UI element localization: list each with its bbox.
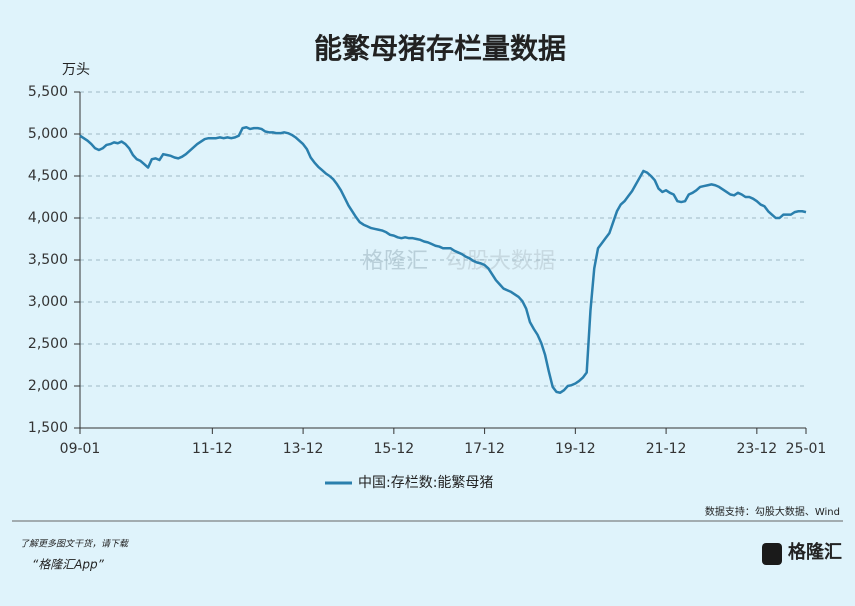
y-tick-label: 5,000 [28,126,68,142]
legend-label: 中国:存栏数:能繁母猪 [358,475,493,491]
x-tick-label: 17-12 [464,441,505,457]
footer-app: “格隆汇App” [32,558,105,572]
x-tick-label: 21-12 [646,441,687,457]
y-tick-label: 4,500 [28,168,68,184]
x-tick-label: 13-12 [283,441,324,457]
watermark: 勾股大数据 [445,249,555,274]
y-unit: 万头 [62,62,90,78]
y-tick-label: 2,000 [28,378,68,394]
y-tick-label: 4,000 [28,210,68,226]
x-tick-label: 23-12 [737,441,778,457]
x-tick-label: 25-01 [786,441,827,457]
logo: 格隆汇 [788,541,842,563]
y-tick-label: 5,500 [28,84,68,100]
chart-title: 能繁母猪存栏量数据 [314,32,566,65]
watermark: 格隆汇 [362,249,428,274]
data-line [79,126,807,394]
y-tick-label: 3,500 [28,252,68,268]
y-tick-label: 2,500 [28,336,68,352]
x-tick-label: 09-01 [60,441,101,457]
x-tick-label: 11-12 [192,441,233,457]
footer-text: 了解更多图文干货，请下载 [20,539,129,550]
x-tick-label: 15-12 [374,441,415,457]
source: 数据支持：勾股大数据、Wind [705,505,840,518]
x-tick-label: 19-12 [555,441,596,457]
logo-icon [762,543,782,565]
y-tick-label: 1,500 [28,420,68,436]
y-tick-label: 3,000 [28,294,68,310]
